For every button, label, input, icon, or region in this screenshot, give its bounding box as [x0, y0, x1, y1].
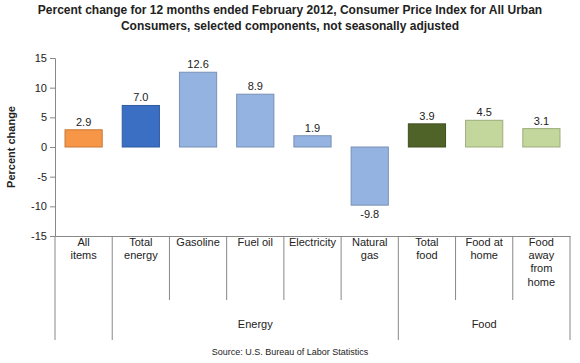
- x-tick-label: Food athome: [466, 236, 503, 261]
- y-tick-mark: [50, 88, 55, 89]
- group-label: Energy: [238, 318, 273, 330]
- x-tick-label: Totalenergy: [124, 236, 158, 261]
- y-tick-mark: [50, 236, 55, 237]
- category-separator: [169, 236, 170, 300]
- data-label: -9.8: [360, 208, 379, 220]
- category-separator: [283, 236, 284, 300]
- y-tick-label: 0: [41, 141, 47, 153]
- y-tick: -15: [31, 230, 55, 242]
- group-separator: [112, 236, 113, 340]
- category-separator: [226, 236, 227, 300]
- data-labels: 2.9 7.0 12.6 8.9 1.9 -9.8 3.9 4.5 3.1: [76, 58, 549, 220]
- chart-svg: Percent change for 12 months ended Febru…: [0, 0, 580, 363]
- category-separator: [341, 236, 342, 300]
- y-tick: 0: [41, 141, 55, 153]
- x-tick-label: Allitems: [70, 236, 97, 261]
- y-tick-label: -15: [31, 230, 47, 242]
- x-tick: Fuel oil: [238, 236, 273, 248]
- y-tick-mark: [50, 58, 55, 59]
- bar: [294, 136, 331, 147]
- x-tick: Gasoline: [176, 236, 219, 248]
- y-tick-mark: [50, 206, 55, 207]
- data-label: 3.9: [419, 110, 434, 122]
- y-axis-title: Percent change: [5, 106, 17, 188]
- x-axis: Allitems Totalenergy Gasoline Fuel oil Elect…: [56, 236, 571, 288]
- x-tick-label: Gasoline: [176, 236, 219, 248]
- bar: [351, 147, 388, 205]
- x-tick: Totalfood: [415, 236, 438, 261]
- data-label: 4.5: [477, 106, 492, 118]
- y-tick-label: 15: [35, 52, 47, 64]
- y-tick-label: 5: [41, 111, 47, 123]
- y-tick-label: -5: [37, 171, 47, 183]
- data-label: 1.9: [305, 122, 320, 134]
- category-separator: [455, 236, 456, 300]
- bar: [408, 124, 445, 147]
- x-tick-label: Totalfood: [415, 236, 438, 261]
- x-tick-label: Foodawayfromhome: [528, 236, 556, 288]
- bar: [122, 105, 159, 147]
- y-tick-mark: [50, 177, 55, 178]
- y-tick: -10: [31, 200, 55, 212]
- x-tick: Electricity: [289, 236, 337, 248]
- data-label: 2.9: [76, 116, 91, 128]
- y-tick-mark: [50, 117, 55, 118]
- bar: [179, 72, 216, 147]
- bar: [523, 129, 560, 147]
- y-axis-line: [50, 59, 56, 237]
- data-label: 12.6: [187, 58, 208, 70]
- y-tick-label: -10: [31, 200, 47, 212]
- y-tick: -5: [37, 171, 55, 183]
- data-label: 7.0: [133, 91, 148, 103]
- x-tick-label: Naturalgas: [352, 236, 387, 261]
- y-tick: 5: [41, 111, 55, 123]
- title: Percent change for 12 months ended Febru…: [38, 3, 542, 33]
- x-tick: Naturalgas: [352, 236, 387, 261]
- group-label: Food: [472, 318, 497, 330]
- bar: [237, 94, 274, 147]
- bars: [65, 72, 560, 205]
- y-tick: 10: [35, 82, 55, 94]
- y-axis: -15 -10 -5 0 5 10 15: [31, 52, 55, 242]
- x-tick: Totalenergy: [124, 236, 158, 261]
- y-tick-label: 10: [35, 82, 47, 94]
- bar: [466, 120, 503, 147]
- x-tick: Allitems: [70, 236, 97, 261]
- x-tick: Foodawayfromhome: [528, 236, 556, 288]
- y-tick: 15: [35, 52, 55, 64]
- source: Source: U.S. Bureau of Labor Statistics: [212, 347, 369, 357]
- category-separator: [512, 236, 513, 300]
- group-separator: [570, 236, 571, 340]
- separators: [55, 236, 570, 340]
- x-tick: Food athome: [466, 236, 503, 261]
- group-separator: [398, 236, 399, 340]
- group-separator: [55, 236, 56, 340]
- x-tick-label: Electricity: [289, 236, 337, 248]
- y-tick-mark: [50, 147, 55, 148]
- data-label: 8.9: [248, 80, 263, 92]
- x-tick-label: Fuel oil: [238, 236, 273, 248]
- bar: [65, 130, 102, 147]
- data-label: 3.1: [534, 115, 549, 127]
